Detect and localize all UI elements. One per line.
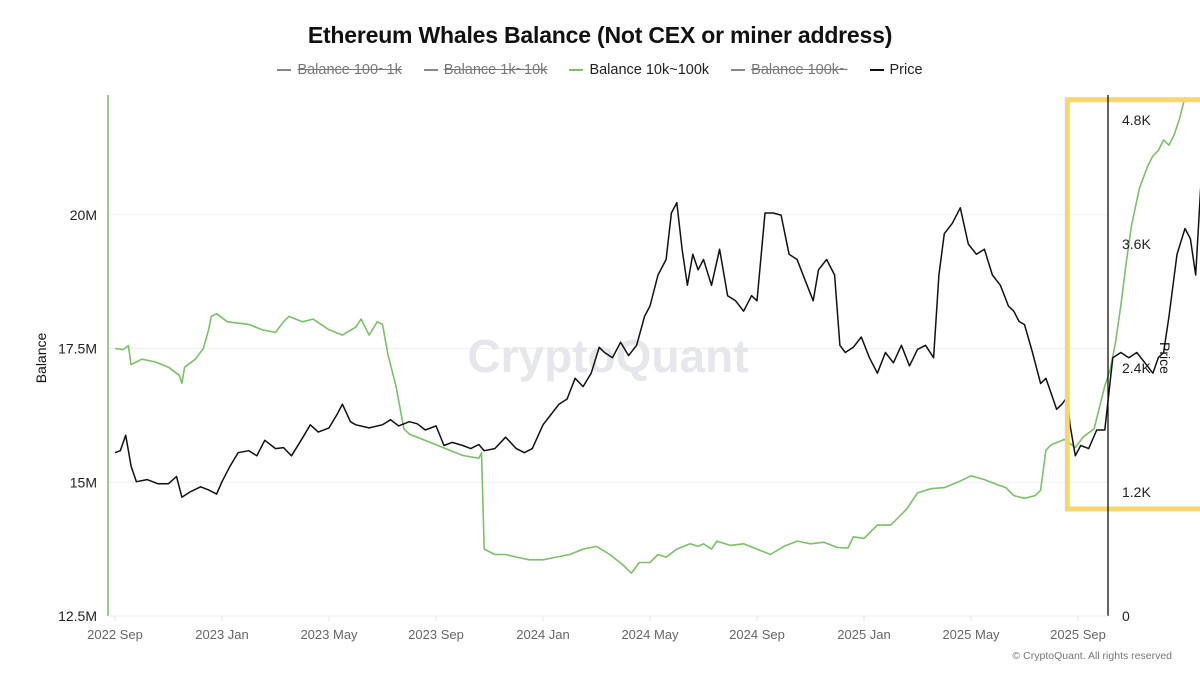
axes xyxy=(107,95,1109,617)
series-line-balance-10k-100k xyxy=(114,96,1186,574)
legend-label: Balance 100~1k xyxy=(297,62,402,78)
x-tick-label: 2025 Sep xyxy=(1050,627,1106,642)
legend-item-balance-100-1k[interactable]: Balance 100~1k xyxy=(277,62,402,78)
highlight-box xyxy=(1064,97,1200,512)
legend-label: Balance 1k~10k xyxy=(443,62,548,78)
y-left-tick-label: 20M xyxy=(70,207,97,223)
legend-line-icon xyxy=(423,69,438,71)
x-tick-label: 2024 Sep xyxy=(729,627,785,642)
x-tick-label: 2022 Sep xyxy=(87,627,143,642)
x-tick-label: 2024 Jan xyxy=(516,627,570,642)
chart-legend: Balance 100~1k Balance 1k~10k Balance 10… xyxy=(0,62,1200,78)
y-left-ticks: 12.5M 15M 17.5M 20M xyxy=(58,207,97,624)
series-line-price xyxy=(114,186,1200,498)
y-right-ticks: 0 1.2K 2.4K 3.6K 4.8K xyxy=(1122,112,1151,624)
y-left-tick-label: 12.5M xyxy=(58,608,97,624)
x-tick-label: 2023 Sep xyxy=(408,627,464,642)
legend-item-price[interactable]: Price xyxy=(869,62,923,78)
y-right-tick-label: 2.4K xyxy=(1122,360,1151,376)
y-right-axis-title: Price xyxy=(1157,342,1173,374)
y-right-tick-label: 0 xyxy=(1122,608,1130,624)
legend-item-balance-10k-100k[interactable]: Balance 10k~100k xyxy=(569,62,709,78)
copyright-notice: © CryptoQuant. All rights reserved xyxy=(1012,650,1172,662)
y-left-tick-label: 17.5M xyxy=(58,341,97,357)
x-ticks: 2022 Sep 2023 Jan 2023 May 2023 Sep 2024 Jan… xyxy=(87,616,1106,642)
legend-line-icon xyxy=(731,69,746,71)
legend-label: Balance 100k~ xyxy=(751,62,848,78)
x-tick-label: 2023 Jan xyxy=(195,627,249,642)
legend-item-balance-100k-plus[interactable]: Balance 100k~ xyxy=(731,62,848,78)
x-tick-label: 2025 May xyxy=(942,627,1000,642)
highlight-box-group xyxy=(1064,97,1200,512)
legend-line-icon xyxy=(869,69,884,71)
series-group xyxy=(114,96,1200,574)
watermark: CryptoQuant xyxy=(467,330,748,382)
y-right-tick-label: 4.8K xyxy=(1122,112,1151,128)
x-tick-label: 2025 Jan xyxy=(837,627,891,642)
x-tick-label: 2023 May xyxy=(300,627,358,642)
legend-label: Price xyxy=(889,62,923,78)
legend-label: Balance 10k~100k xyxy=(589,62,710,78)
chart-title: Ethereum Whales Balance (Not CEX or mine… xyxy=(307,22,893,48)
legend-line-icon xyxy=(277,69,292,71)
y-left-axis-title: Balance xyxy=(33,332,49,383)
legend-line-icon xyxy=(569,69,584,71)
grid-lines xyxy=(108,214,1108,483)
y-right-tick-label: 3.6K xyxy=(1122,236,1151,252)
legend-item-balance-1k-10k[interactable]: Balance 1k~10k xyxy=(423,62,548,78)
x-tick-label: 2024 May xyxy=(621,627,679,642)
y-left-tick-label: 15M xyxy=(70,474,97,490)
y-right-tick-label: 1.2K xyxy=(1122,484,1151,500)
